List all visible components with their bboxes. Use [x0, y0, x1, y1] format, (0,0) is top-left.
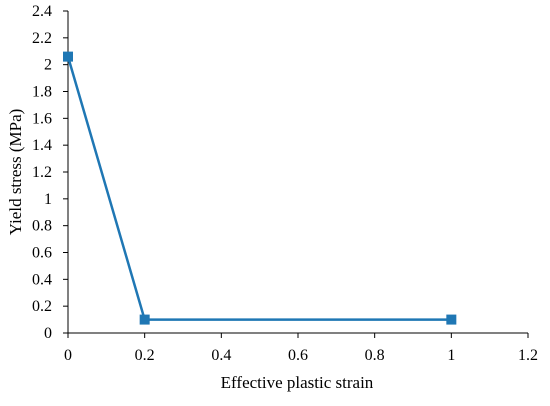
- y-tick-label: 0.2: [32, 298, 52, 315]
- y-tick-label: 2.2: [32, 30, 52, 47]
- x-tick-label: 0: [64, 347, 72, 364]
- series-layer: [63, 51, 457, 325]
- x-tick-label: 1: [447, 347, 455, 364]
- y-tick-label: 0.4: [32, 271, 52, 288]
- x-tick-label: 0.4: [211, 347, 231, 364]
- data-point-marker: [446, 314, 457, 325]
- x-axis-label: Effective plastic strain: [221, 373, 374, 392]
- y-tick-label: 2: [44, 57, 52, 74]
- y-tick-label: 0.6: [32, 245, 52, 262]
- tick-labels: 0 0.2 0.4 0.6 0.8 1 1.2 1.4 1.6 1.8 2 2.2 2.4 0 0.2 0.4…: [32, 3, 538, 364]
- x-tick-label: 0.2: [135, 347, 155, 364]
- y-axis-label: Yield stress (MPa): [6, 109, 25, 236]
- y-tick-label: 1.6: [32, 110, 52, 127]
- y-tick-label: 1.2: [32, 164, 52, 181]
- y-tick-label: 1.8: [32, 84, 52, 101]
- x-tick-label: 0.8: [365, 347, 385, 364]
- series-line: [66, 56, 452, 321]
- y-tick-label: 1.4: [32, 137, 52, 154]
- y-tick-label: 1: [44, 191, 52, 208]
- x-tick-label: 1.2: [518, 347, 538, 364]
- data-point-marker: [139, 314, 150, 325]
- y-tick-label: 2.4: [32, 3, 52, 20]
- y-tick-label: 0: [44, 325, 52, 342]
- axes: [67, 11, 528, 334]
- data-point-marker: [63, 51, 73, 62]
- x-tick-label: 0.6: [288, 347, 308, 364]
- tick-marks: [63, 10, 529, 338]
- y-tick-label: 0.8: [32, 218, 52, 235]
